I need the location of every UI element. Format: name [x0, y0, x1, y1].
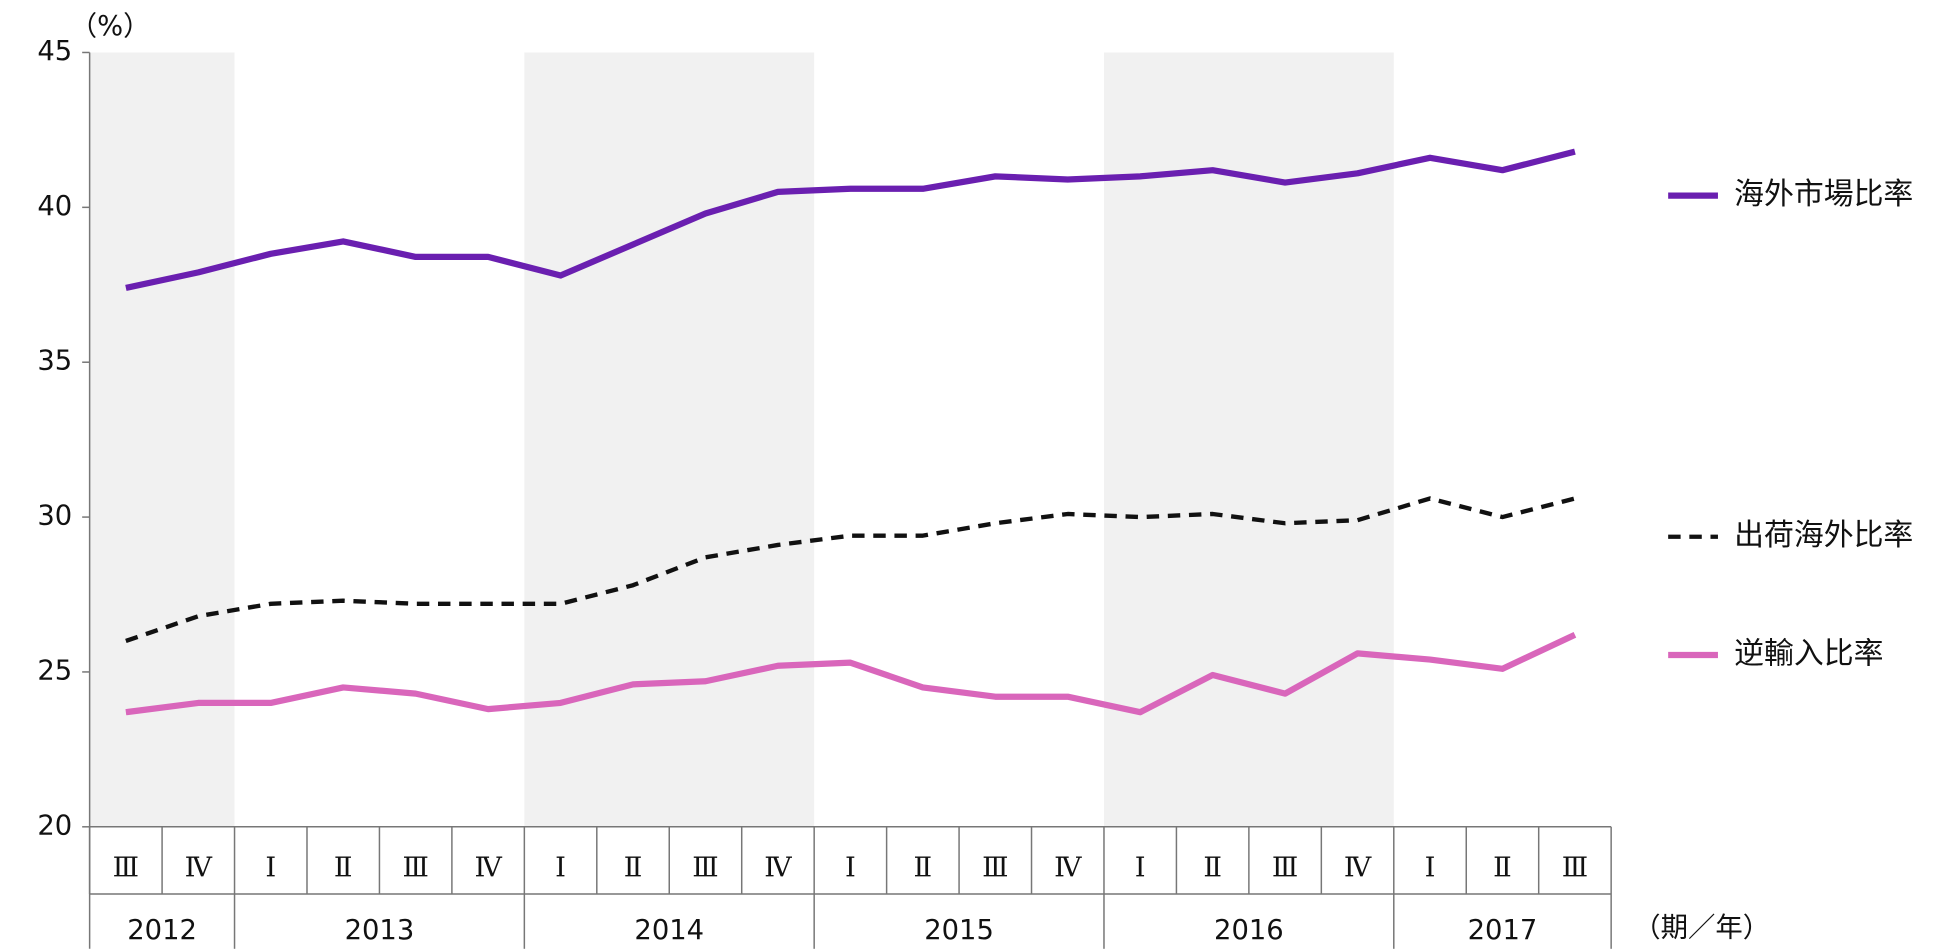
- x-tick-label: Ⅰ: [1425, 853, 1436, 884]
- y-tick-label: 30: [37, 501, 72, 532]
- year-band: [89, 52, 235, 827]
- y-unit-label: （%）: [70, 11, 151, 42]
- x-tick-label: Ⅰ: [265, 853, 276, 884]
- series-line: [125, 631, 1577, 716]
- series-line: [125, 148, 1576, 291]
- year-label: 2017: [1468, 915, 1538, 946]
- x-tick-label: Ⅰ: [555, 853, 566, 884]
- y-tick-label: 40: [37, 191, 72, 222]
- x-tick-label: Ⅲ: [113, 853, 139, 884]
- y-tick-label: 45: [37, 36, 72, 67]
- x-tick-label: Ⅲ: [1562, 853, 1588, 884]
- y-tick-label: 25: [37, 655, 72, 686]
- year-label: 2014: [634, 915, 704, 946]
- x-tick-label: Ⅰ: [845, 853, 856, 884]
- year-label: 2015: [924, 915, 994, 946]
- x-tick-label: Ⅳ: [1054, 853, 1082, 884]
- year-band: [524, 52, 815, 827]
- x-tick-label: Ⅲ: [402, 853, 428, 884]
- x-tick-label: Ⅱ: [624, 853, 643, 884]
- x-tick-label: Ⅲ: [692, 853, 718, 884]
- x-tick-label: Ⅲ: [1272, 853, 1298, 884]
- year-label: 2012: [127, 915, 197, 946]
- legend-label: 出荷海外比率: [1734, 518, 1913, 553]
- x-tick-label: Ⅳ: [1344, 853, 1372, 884]
- x-tick-label: Ⅱ: [1493, 853, 1512, 884]
- x-tick-label: Ⅳ: [764, 853, 792, 884]
- x-tick-label: Ⅰ: [1135, 853, 1146, 884]
- legend-label: 逆輸入比率: [1734, 637, 1883, 672]
- x-tick-label: Ⅱ: [334, 853, 353, 884]
- x-tick-label: Ⅱ: [1203, 853, 1222, 884]
- x-axis-label: （期／年）: [1633, 912, 1770, 943]
- year-label: 2013: [345, 915, 415, 946]
- year-label: 2016: [1214, 915, 1284, 946]
- y-tick-label: 35: [37, 346, 72, 377]
- year-band: [1103, 52, 1394, 827]
- y-tick-label: 20: [37, 810, 72, 841]
- x-tick-label: Ⅱ: [914, 853, 933, 884]
- x-tick-label: Ⅳ: [185, 853, 213, 884]
- x-tick-label: Ⅳ: [474, 853, 502, 884]
- x-tick-label: Ⅲ: [982, 853, 1008, 884]
- legend-label: 海外市場比率: [1734, 177, 1913, 212]
